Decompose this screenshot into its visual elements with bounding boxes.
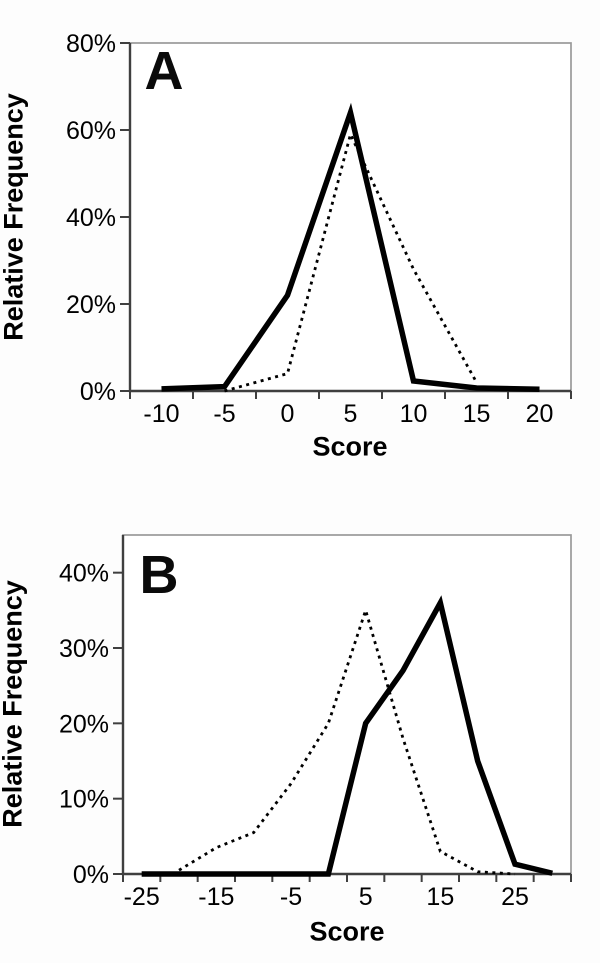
y-tick-label: 20% (66, 291, 116, 319)
y-tick-label: 40% (66, 204, 116, 232)
y-tick-label: 10% (59, 786, 109, 814)
y-tick-label: 40% (59, 560, 109, 588)
y-axis-title-a: Relative Frequency (0, 93, 29, 341)
y-tick-label: 20% (59, 710, 109, 738)
x-tick-label: 0 (281, 400, 295, 428)
y-tick-label: 60% (66, 117, 116, 145)
x-tick-label: -25 (124, 883, 160, 911)
plot-frame (122, 534, 572, 875)
chart-panel-a: 0% 20% 40% 60% 80% -10 -5 0 5 10 15 20 (66, 30, 572, 428)
x-tick-label: -5 (280, 883, 302, 911)
x-tick-label: 5 (344, 400, 358, 428)
x-tick-label: 25 (501, 883, 529, 911)
x-axis-title-a: Score (312, 431, 388, 462)
series-dotted-line (178, 605, 516, 876)
series-dotted-line (224, 130, 478, 393)
y-tick-label: 80% (66, 30, 116, 58)
y-tick-label: 30% (59, 635, 109, 663)
x-tick-label: 20 (526, 400, 554, 428)
y-axis-title-b: Relative Frequency (0, 580, 28, 828)
axis-lines (121, 535, 571, 876)
x-tick-label: -10 (143, 400, 179, 428)
x-tick-label: 5 (359, 883, 373, 911)
axis-lines (128, 43, 571, 393)
panel-label-a: A (144, 41, 184, 101)
y-tick-label: 0% (73, 861, 109, 889)
x-tick-label: 15 (463, 400, 491, 428)
x-tick-label: -15 (198, 883, 234, 911)
x-tick-label: -5 (213, 400, 235, 428)
panel-label-b: B (139, 545, 179, 605)
x-tick-label: 15 (426, 883, 454, 911)
chart-panel-b: 0% 10% 20% 30% 40% -25 -15 -5 5 15 25 (59, 534, 572, 911)
x-tick-label: 10 (400, 400, 428, 428)
plot-frame (129, 42, 572, 392)
series-solid-line (161, 102, 540, 393)
x-axis-title-b: Score (309, 916, 385, 947)
series-solid-line (141, 595, 553, 877)
y-tick-label: 0% (80, 378, 116, 406)
